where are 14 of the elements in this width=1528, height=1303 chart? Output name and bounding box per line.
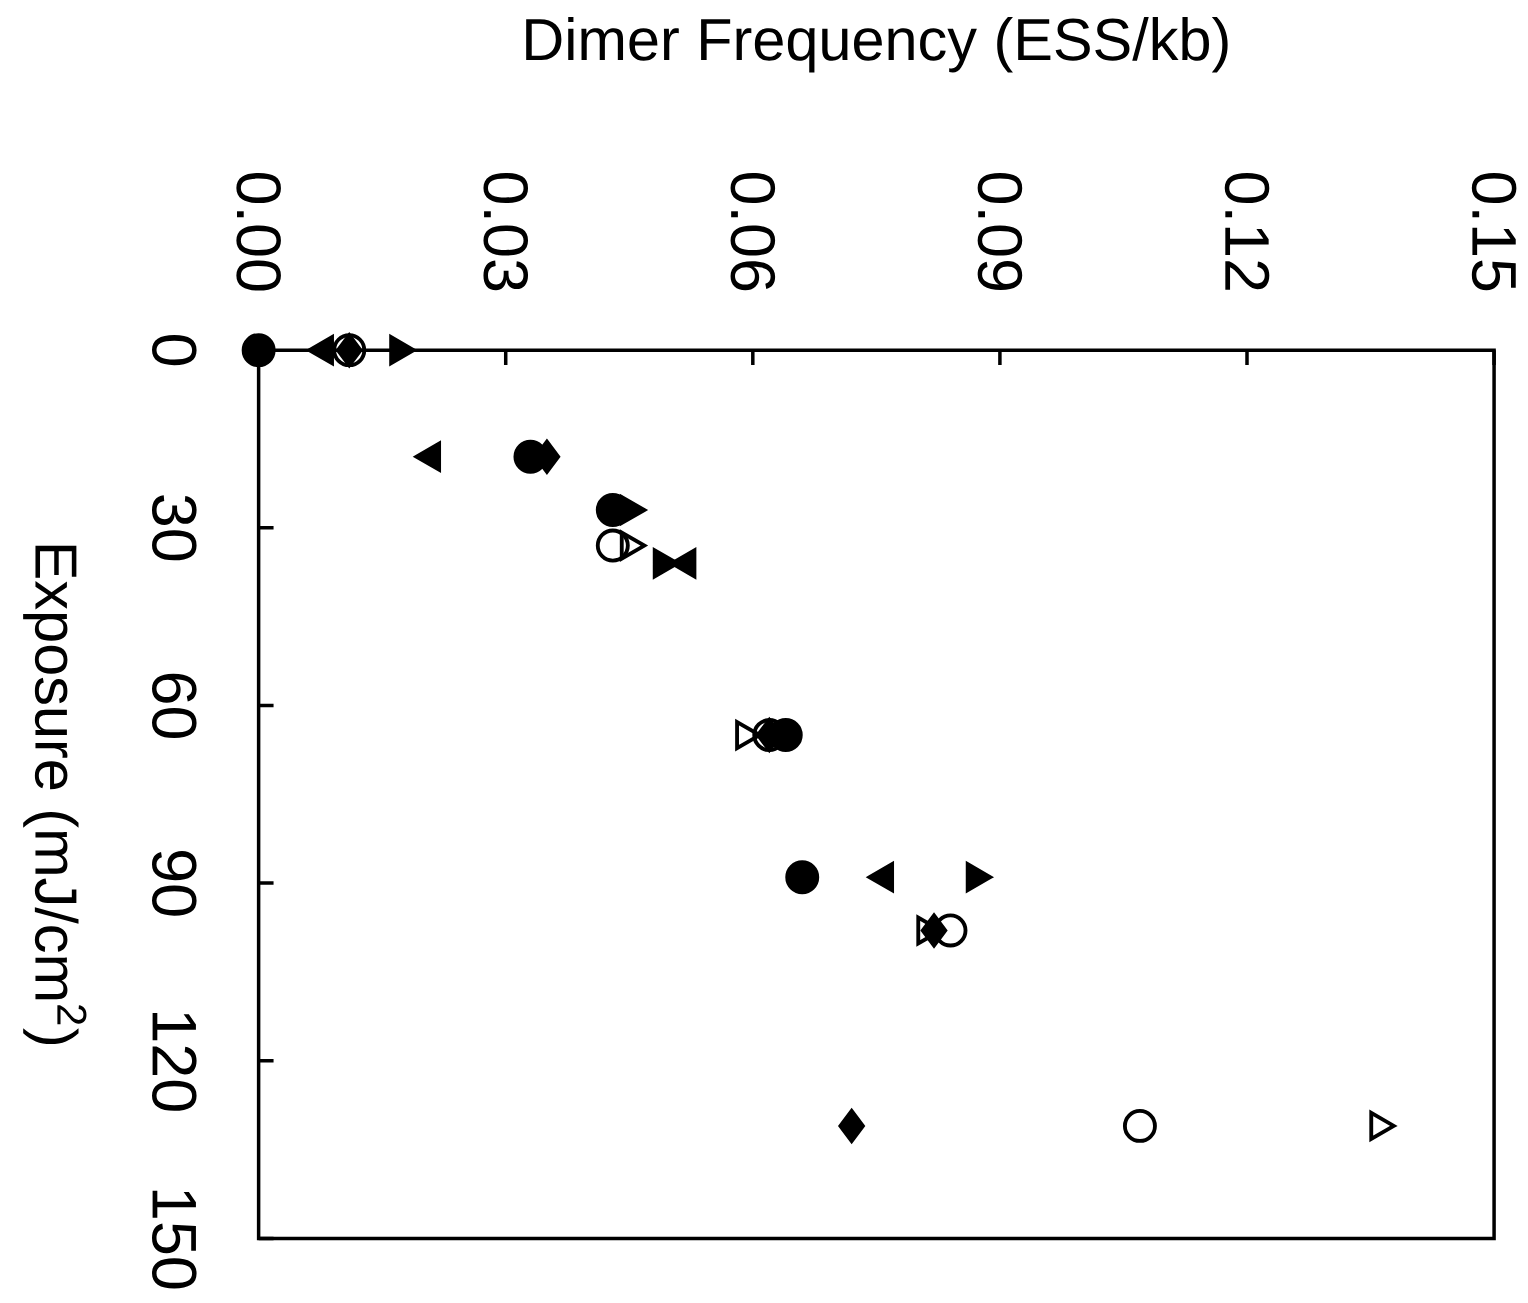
x-axis-title: Dimer Frequency (ESS/kb)	[526, 17, 1228, 73]
y-tick-label: 120	[152, 1013, 197, 1112]
y-tick-label: 60	[152, 673, 197, 739]
y-axis-title: Exposure (mJ/cm$^{2}$)	[23, 545, 87, 1045]
y-tick-label: 90	[152, 851, 197, 916]
x-tick-label: 0.03	[483, 173, 529, 291]
x-tick-label: 0.15	[1471, 173, 1517, 291]
x-tick-label: 0.00	[236, 173, 281, 291]
y-tick-label: 30	[152, 495, 197, 561]
x-tick-label: 0.09	[977, 173, 1023, 291]
y-tick-label: 150	[152, 1190, 197, 1289]
x-tick-label: 0.06	[730, 173, 776, 291]
y-tick-label: 0	[152, 335, 197, 366]
x-tick-label: 0.12	[1224, 173, 1270, 291]
